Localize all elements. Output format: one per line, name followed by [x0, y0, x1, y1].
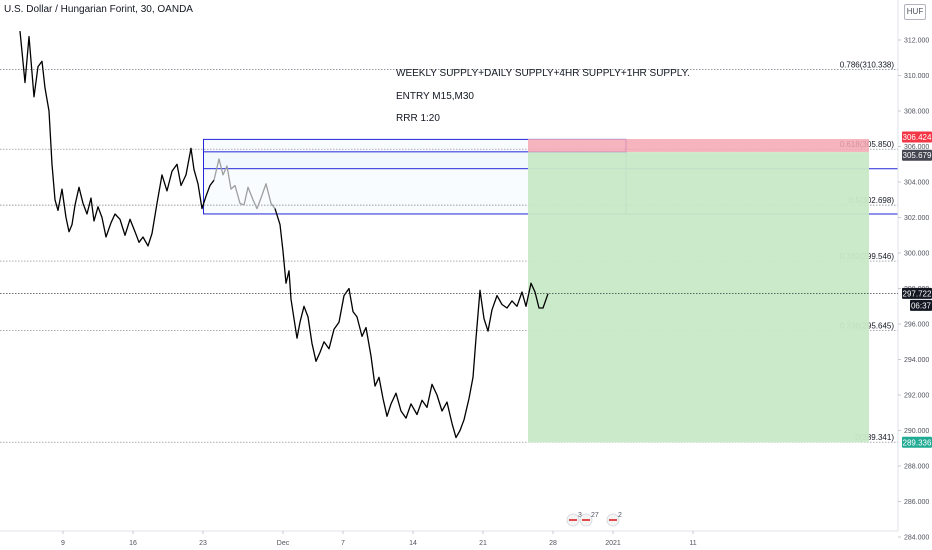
price-axis-label: 310.000 [904, 73, 929, 80]
price-tags: 306.424 305.679 297.722 06:37 289.336 [0, 131, 932, 448]
time-axis-label: 11 [689, 540, 696, 547]
time-axis-label: Dec [277, 540, 290, 547]
symbol-title[interactable]: U.S. Dollar / Hungarian Forint, 30, OAND… [4, 4, 193, 15]
price-tag-price [902, 287, 932, 299]
fib-level-label: 0.5(302.698) [849, 196, 895, 205]
us-flag-stripe [569, 519, 577, 521]
price-tag-target [902, 436, 932, 448]
price-axis-label: 296.000 [904, 322, 929, 329]
time-axis-label: 7 [341, 540, 345, 547]
price-tag-label: 305.679 [903, 151, 932, 160]
price-axis-label: 306.000 [904, 144, 929, 151]
price-tag-countdown [910, 299, 932, 311]
price-tag-label: 289.336 [903, 438, 932, 447]
currency-badge[interactable]: HUF [904, 4, 926, 20]
price-axis-label: 300.000 [904, 251, 929, 258]
time-axis-label: 21 [479, 540, 487, 547]
price-series [19, 31, 549, 439]
price-axis-label: 292.000 [904, 393, 929, 400]
price-tag-label: 306.424 [903, 133, 932, 142]
time-axis-label: 2021 [605, 540, 621, 547]
time-axis-label: 16 [129, 540, 137, 547]
economic-events[interactable]: 3 27 2 [566, 512, 622, 527]
time-axis-label: 9 [61, 540, 65, 547]
fib-level-label: 0.786(310.338) [840, 61, 895, 70]
event-count: 2 [618, 512, 622, 519]
price-tag-label: 06:37 [911, 301, 932, 310]
short-position-tool[interactable] [528, 138, 869, 443]
note-supply[interactable]: WEEKLY SUPPLY+DAILY SUPPLY+4HR SUPPLY+1H… [396, 68, 690, 79]
price-tag-stop [902, 131, 932, 143]
price-tag-entry [902, 149, 932, 161]
price-line-recent [274, 208, 549, 439]
price-axis[interactable]: 284.000 286.000 288.000 290.000 292.000 294.0… [897, 0, 929, 542]
event-count: 3 [578, 512, 582, 519]
price-line-history [19, 31, 215, 247]
us-flag-stripe [609, 519, 617, 521]
time-axis-label: 28 [549, 540, 557, 547]
price-axis-label: 312.000 [904, 38, 929, 45]
time-axis-label: 14 [409, 540, 417, 547]
event-count: 27 [591, 512, 599, 519]
price-axis-label: 290.000 [904, 428, 929, 435]
time-axis-label: 23 [199, 540, 207, 547]
note-entry[interactable]: ENTRY M15,M30 [396, 91, 474, 102]
price-axis-label: 294.000 [904, 357, 929, 364]
price-line-projection [213, 158, 276, 210]
us-flag-stripe [582, 519, 590, 521]
stop-loss-zone[interactable] [528, 138, 869, 153]
fib-level-label: 0(289.341) [855, 433, 894, 442]
price-axis-label: 304.000 [904, 180, 929, 187]
price-axis-label: 286.000 [904, 499, 929, 506]
price-axis-label: 288.000 [904, 464, 929, 471]
price-axis-label: 284.000 [904, 535, 929, 542]
price-axis-label: 308.000 [904, 109, 929, 116]
time-axis[interactable]: 9 16 23 Dec 7 14 21 28 2021 11 [0, 530, 898, 547]
note-rrr[interactable]: RRR 1:20 [396, 113, 440, 124]
take-profit-zone[interactable] [528, 152, 869, 443]
price-tag-label: 297.722 [903, 289, 932, 298]
price-axis-label: 302.000 [904, 215, 929, 222]
